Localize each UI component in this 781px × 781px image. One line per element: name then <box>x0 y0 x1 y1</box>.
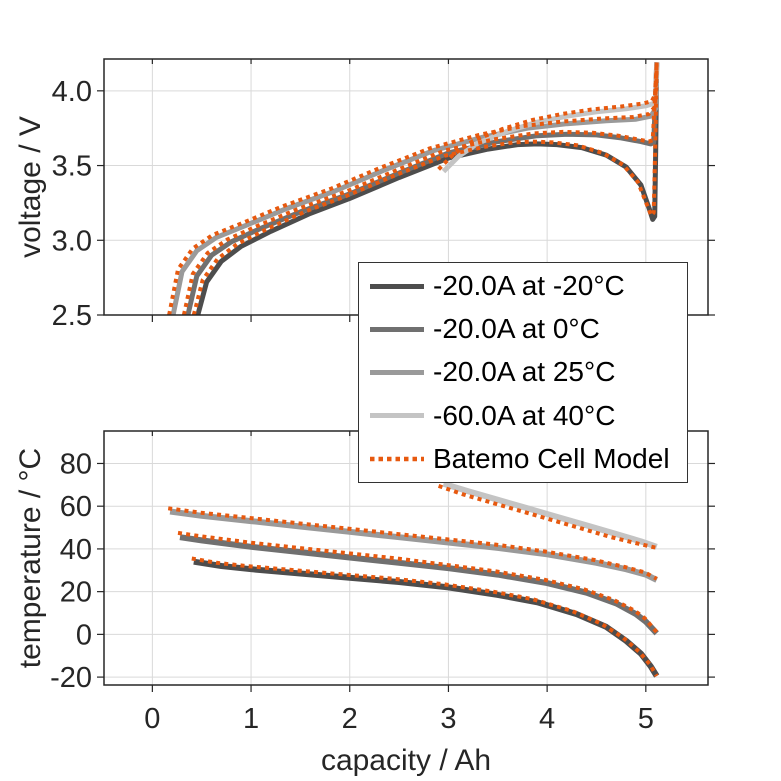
legend-item: -20.0A at 0°C <box>370 309 687 349</box>
legend-item: -60.0A at 40°C <box>370 396 687 436</box>
legend-item: Batemo Cell Model <box>370 439 687 479</box>
series-line <box>437 484 658 550</box>
x-tick-label: 5 <box>638 703 654 735</box>
legend-dotted-line-swatch <box>370 456 424 462</box>
legend-item-label: -20.0A at 25°C <box>433 356 616 388</box>
legend-item-label: Batemo Cell Model <box>433 442 670 474</box>
series-group <box>167 62 660 316</box>
x-tick-label: 0 <box>144 703 160 735</box>
legend-item-label: -60.0A at 40°C <box>433 399 616 431</box>
series-line <box>179 534 659 636</box>
x-tick-label: 1 <box>243 703 259 735</box>
x-tick-label: 2 <box>342 703 358 735</box>
legend-line-swatch <box>370 283 424 289</box>
y-tick-label: 80 <box>60 448 92 480</box>
series-line <box>181 62 659 316</box>
y-tick-label: 40 <box>60 534 92 566</box>
legend-item: -20.0A at -20°C <box>370 266 687 306</box>
y-tick-label: 0 <box>76 619 92 651</box>
legend-line-swatch <box>370 413 424 419</box>
y-tick-label: 60 <box>60 491 92 523</box>
legend-line-swatch <box>370 326 424 332</box>
tick-labels: -20 0 20 40 60 80 0 1 2 3 4 5 <box>50 448 654 735</box>
y-tick-label: 4.0 <box>52 76 92 108</box>
tick-marks <box>97 431 715 692</box>
capacity-axis-label: capacity / Ah <box>320 744 492 777</box>
series-line <box>437 62 659 171</box>
legend-line-swatch <box>370 369 424 375</box>
y-tick-label: 2.5 <box>52 300 92 332</box>
temperature-axis-label: temperature / °C <box>14 447 47 669</box>
y-tick-label: -20 <box>50 662 92 694</box>
legend: -20.0A at -20°C -20.0A at 0°C -20.0A at 25… <box>358 262 688 483</box>
x-tick-label: 3 <box>440 703 456 735</box>
series-line <box>177 530 659 634</box>
y-tick-label: 3.0 <box>52 225 92 257</box>
tick-marks <box>97 59 715 322</box>
series-group <box>167 480 660 678</box>
series-line <box>167 506 658 581</box>
y-tick-label: 3.5 <box>52 151 92 183</box>
series-line <box>442 480 658 550</box>
y-tick-label: 20 <box>60 577 92 609</box>
series-line <box>185 62 660 316</box>
series-line <box>167 62 659 316</box>
legend-item: -20.0A at 25°C <box>370 352 687 392</box>
voltage-axis-label: voltage / V <box>14 116 47 258</box>
x-tick-label: 4 <box>539 703 555 735</box>
legend-item-label: -20.0A at -20°C <box>433 270 625 302</box>
tick-labels: 2.5 3.0 3.5 4.0 <box>52 76 92 332</box>
series-line <box>193 558 660 678</box>
subplot-0: 2.5 3.0 3.5 4.0 <box>52 58 715 332</box>
legend-item-label: -20.0A at 0°C <box>433 313 600 345</box>
series-line <box>170 62 660 316</box>
